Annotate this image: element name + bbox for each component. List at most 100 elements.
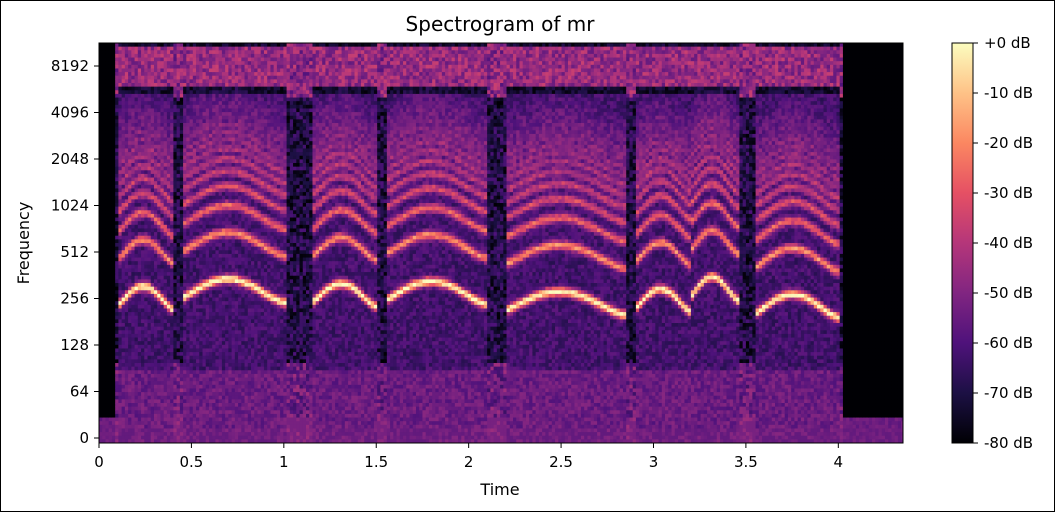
spectrogram-cell	[186, 148, 190, 152]
spectrogram-cell	[151, 407, 155, 411]
spectrogram-cell	[232, 418, 236, 422]
spectrogram-cell	[232, 367, 236, 371]
spectrogram-cell	[190, 127, 194, 131]
spectrogram-cell	[154, 50, 158, 54]
spectrogram-cell	[209, 58, 213, 62]
spectrogram-cell	[131, 287, 135, 291]
spectrogram-cell	[118, 432, 122, 436]
spectrogram-cell	[154, 359, 158, 363]
spectrogram-cell	[118, 116, 122, 120]
spectrogram-cell	[125, 294, 129, 298]
spectrogram-cell	[105, 61, 109, 65]
spectrogram-cell	[173, 83, 177, 87]
spectrogram-cell	[151, 156, 155, 160]
spectrogram-cell	[228, 272, 232, 276]
spectrogram-cell	[138, 421, 142, 425]
spectrogram-cell	[203, 167, 207, 171]
spectrogram-cell	[167, 378, 171, 382]
spectrogram-cell	[105, 327, 109, 331]
spectrogram-cell	[115, 352, 119, 356]
spectrogram-cell	[238, 348, 242, 352]
spectrogram-cell	[148, 287, 152, 291]
spectrogram-cell	[180, 410, 184, 414]
spectrogram-cell	[228, 367, 232, 371]
spectrogram-cell	[144, 356, 148, 360]
spectrogram-cell	[225, 68, 229, 72]
spectrogram-cell	[125, 108, 129, 112]
spectrogram-cell	[180, 199, 184, 203]
spectrogram-cell	[128, 54, 132, 58]
spectrogram-cell	[115, 298, 119, 302]
spectrogram-cell	[135, 76, 139, 80]
spectrogram-cell	[209, 163, 213, 167]
spectrogram-cell	[115, 207, 119, 211]
spectrogram-cell	[206, 130, 210, 134]
spectrogram-cell	[105, 218, 109, 222]
spectrogram-cell	[241, 312, 245, 316]
spectrogram-cell	[144, 403, 148, 407]
spectrogram-cell	[193, 87, 197, 91]
spectrogram-cell	[112, 290, 116, 294]
spectrogram-cell	[225, 348, 229, 352]
spectrogram-cell	[222, 178, 226, 182]
spectrogram-cell	[235, 79, 239, 83]
spectrogram-cell	[209, 159, 213, 163]
spectrogram-cell	[160, 167, 164, 171]
spectrogram-cell	[157, 76, 161, 80]
spectrogram-cell	[125, 421, 129, 425]
spectrogram-cell	[118, 425, 122, 429]
spectrogram-cell	[209, 98, 213, 102]
spectrogram-cell	[190, 287, 194, 291]
spectrogram-cell	[99, 181, 103, 185]
spectrogram-cell	[115, 432, 119, 436]
spectrogram-cell	[183, 374, 187, 378]
spectrogram-cell	[215, 283, 219, 287]
spectrogram-cell	[144, 141, 148, 145]
spectrogram-cell	[138, 61, 142, 65]
spectrogram-cell	[141, 356, 145, 360]
spectrogram-cell	[109, 316, 113, 320]
spectrogram-cell	[109, 185, 113, 189]
spectrogram-cell	[125, 87, 129, 91]
spectrogram-cell	[160, 258, 164, 262]
spectrogram-cell	[164, 261, 168, 265]
spectrogram-cell	[157, 207, 161, 211]
spectrogram-cell	[154, 167, 158, 171]
spectrogram-cell	[144, 374, 148, 378]
spectrogram-cell	[173, 210, 177, 214]
spectrogram-cell	[203, 214, 207, 218]
spectrogram-cell	[173, 207, 177, 211]
spectrogram-cell	[177, 130, 181, 134]
spectrogram-cell	[170, 243, 174, 247]
spectrogram-cell	[105, 290, 109, 294]
spectrogram-cell	[157, 283, 161, 287]
spectrogram-cell	[151, 403, 155, 407]
spectrogram-cell	[144, 385, 148, 389]
spectrogram-cell	[238, 305, 242, 309]
spectrogram-cell	[128, 276, 132, 280]
spectrogram-cell	[206, 283, 210, 287]
spectrogram-cell	[131, 196, 135, 200]
spectrogram-cell	[245, 76, 249, 80]
spectrogram-cell	[105, 396, 109, 400]
spectrogram-cell	[125, 392, 129, 396]
spectrogram-cell	[241, 290, 245, 294]
spectrogram-cell	[105, 174, 109, 178]
spectrogram-cell	[115, 83, 119, 87]
spectrogram-cell	[238, 236, 242, 240]
spectrogram-cell	[157, 152, 161, 156]
spectrogram-cell	[148, 392, 152, 396]
spectrogram-cell	[212, 338, 216, 342]
spectrogram-cell	[173, 148, 177, 152]
spectrogram-cell	[235, 283, 239, 287]
spectrogram-cell	[102, 68, 106, 72]
spectrogram-cell	[138, 130, 142, 134]
spectrogram-cell	[125, 298, 129, 302]
spectrogram-cell	[167, 410, 171, 414]
spectrogram-cell	[212, 265, 216, 269]
spectrogram-cell	[112, 298, 116, 302]
spectrogram-cell	[228, 159, 232, 163]
spectrogram-cell	[99, 276, 103, 280]
spectrogram-cell	[102, 159, 106, 163]
spectrogram-cell	[196, 207, 200, 211]
